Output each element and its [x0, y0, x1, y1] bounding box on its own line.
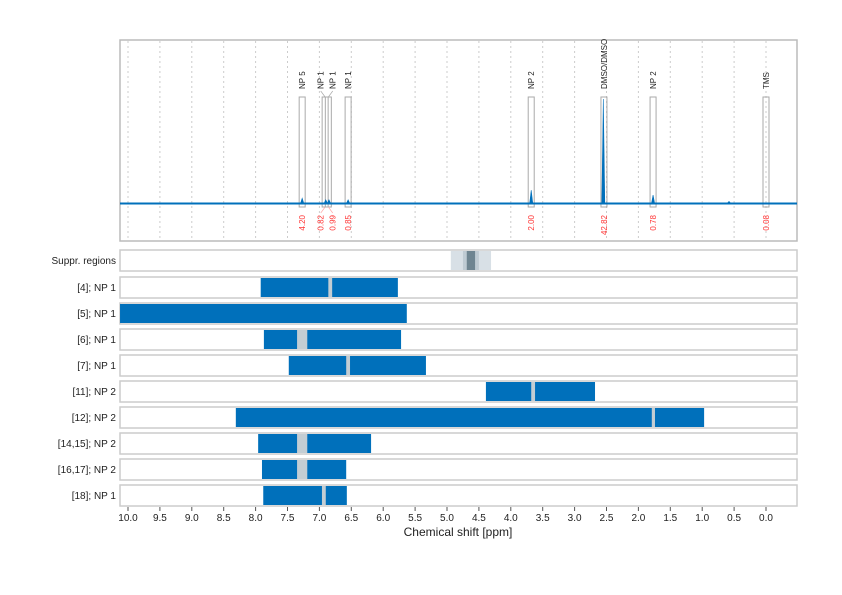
range-bar [485, 382, 596, 401]
integral-label: 0.82 [317, 214, 326, 230]
range-bar [235, 408, 705, 427]
annotation-leader [328, 90, 334, 98]
integral-label: 0.78 [649, 214, 658, 230]
integral-label: 0.85 [344, 214, 353, 230]
x-tick-label: 2.0 [631, 513, 645, 524]
row-label: [4]; NP 1 [77, 283, 116, 294]
integral-leader [328, 206, 334, 214]
x-tick-label: 7.5 [281, 513, 295, 524]
x-tick-label: 0.5 [727, 513, 741, 524]
annotation-box [600, 96, 608, 208]
x-tick-label: 0.0 [759, 513, 773, 524]
x-tick-label: 6.0 [376, 513, 390, 524]
x-tick-label: 3.0 [568, 513, 582, 524]
range-gap [297, 434, 308, 453]
annotation-box [762, 96, 770, 208]
x-axis-title: Chemical shift [ppm] [404, 525, 513, 539]
row-frame [119, 432, 798, 455]
row-frame [119, 276, 798, 299]
annotation-label: NP 5 [298, 71, 307, 89]
x-tick-label: 5.0 [440, 513, 454, 524]
range-gap [321, 486, 326, 505]
annotation-leader [320, 90, 326, 98]
row-label: [16,17]; NP 2 [58, 465, 117, 476]
x-tick-label: 4.5 [472, 513, 486, 524]
integral-label: 0.08 [762, 214, 771, 230]
annotation-box [527, 96, 535, 208]
annotation-label: NP 1 [344, 71, 353, 89]
suppr-region-inner [466, 251, 476, 270]
x-tick-label: 1.0 [695, 513, 709, 524]
spectrum-peak [346, 199, 351, 204]
x-tick-label: 1.5 [663, 513, 677, 524]
integral-label: 4.20 [298, 214, 307, 230]
x-tick-label: 10.0 [118, 513, 138, 524]
spectrum-peak [601, 98, 606, 204]
range-rows: Suppr. regions [4]; NP 1 [5]; NP 1 [6]; NP … [52, 249, 798, 507]
row-frame [119, 380, 798, 403]
x-tick-label: 8.0 [249, 513, 263, 524]
row-frame [119, 328, 798, 351]
row-label: [5]; NP 1 [77, 309, 116, 320]
row-frame [119, 354, 798, 377]
range-bar [288, 356, 426, 375]
row-label: [7]; NP 1 [77, 361, 116, 372]
x-tick-label: 9.0 [185, 513, 199, 524]
row-label: [18]; NP 1 [72, 491, 117, 502]
spectrum-peak [529, 190, 534, 204]
spectrum-peak [326, 199, 331, 204]
spectrum-panel [119, 39, 798, 242]
spectrum: NP 5 4.20 NP 1 0.82 NP 1 0.99 NP 1 0.85 NP 2 2.00… [120, 39, 797, 235]
range-gap [297, 460, 308, 479]
row-frame [119, 458, 798, 481]
integral-leader [320, 206, 326, 214]
spectrum-peak [651, 194, 655, 204]
row-label: [14,15]; NP 2 [58, 439, 117, 450]
integral-label: 42.82 [600, 214, 609, 235]
annotation-label: NP 2 [649, 71, 658, 89]
x-tick-label: 7.0 [312, 513, 326, 524]
x-tick-label: 5.5 [408, 513, 422, 524]
grid [127, 41, 767, 240]
x-tick-label: 4.0 [504, 513, 518, 524]
row-frame [119, 484, 798, 507]
integral-label: 0.99 [329, 214, 338, 230]
row-label: Suppr. regions [52, 256, 117, 267]
annotation-label: DMSO/DMSO [600, 39, 609, 89]
range-bar [263, 330, 402, 349]
x-tick-label: 6.5 [344, 513, 358, 524]
row-label: [11]; NP 2 [72, 387, 116, 398]
x-tick-label: 2.5 [600, 513, 614, 524]
row-label: [6]; NP 1 [77, 335, 116, 346]
x-tick-label: 8.5 [217, 513, 231, 524]
spectrum-peak [726, 200, 732, 204]
annotation-label: NP 1 [329, 71, 338, 89]
annotation-label: NP 2 [527, 71, 536, 89]
annotation-label: NP 1 [317, 71, 326, 89]
range-bar [258, 434, 372, 453]
range-gap [651, 408, 655, 427]
x-tick-label: 3.5 [536, 513, 550, 524]
annotation-box [344, 96, 352, 208]
x-tick-label: 9.5 [153, 513, 167, 524]
spectrum-peak [323, 199, 328, 204]
range-gap [531, 382, 536, 401]
spectrum-peak [300, 197, 305, 204]
annotation-label: TMS [762, 72, 771, 89]
range-bar [120, 304, 407, 323]
integral-label: 2.00 [527, 214, 536, 230]
row-label: [12]; NP 2 [72, 413, 117, 424]
range-gap [328, 278, 333, 297]
range-gap [346, 356, 351, 375]
annotation-box [649, 96, 657, 208]
annotation-box [298, 96, 306, 208]
range-gap [297, 330, 308, 349]
range-bar [263, 486, 347, 505]
x-axis: 10.0 9.5 9.0 8.5 8.0 7.5 7.0 6.5 6.0 5.5 5.0 4.5 4.0… [118, 507, 773, 524]
